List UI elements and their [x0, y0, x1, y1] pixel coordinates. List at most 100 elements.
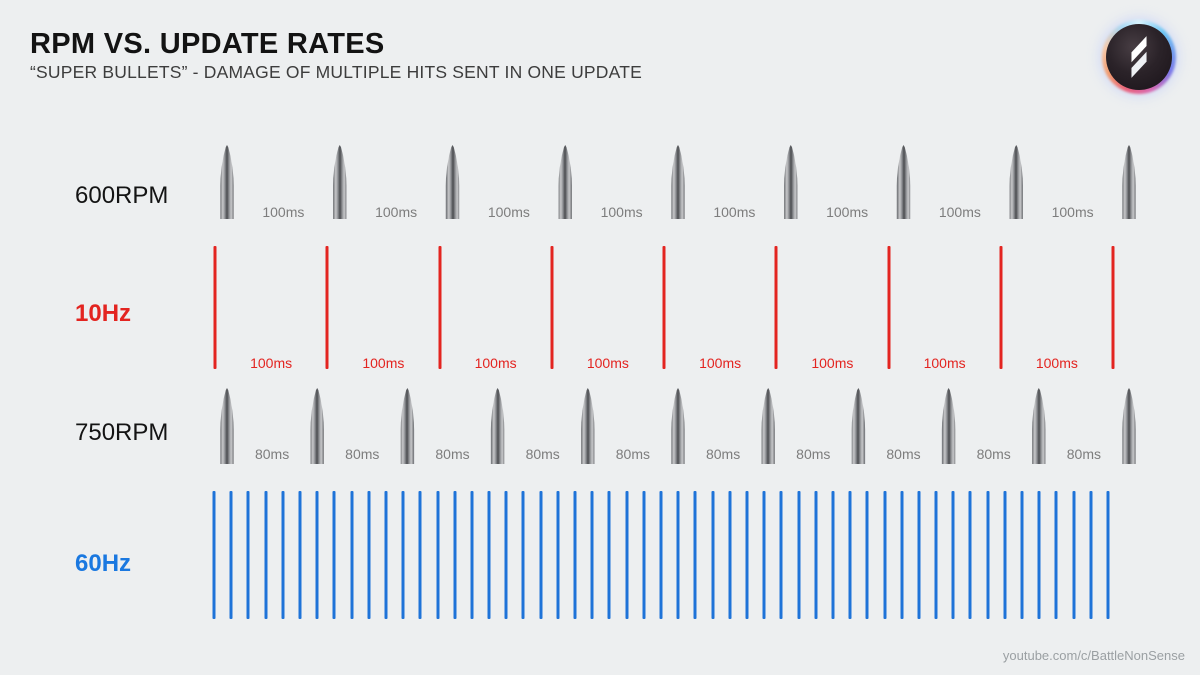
update-tick: [1003, 491, 1007, 619]
bullet-icon: [333, 145, 347, 219]
row-label-750rpm: 750RPM: [75, 419, 169, 446]
bullet-icon: [1122, 145, 1136, 219]
interval-label: 80ms: [615, 446, 651, 462]
bullet-icon: [1122, 388, 1136, 464]
bullet-icon: [671, 388, 685, 464]
bullet-icon: [851, 388, 866, 464]
update-tick: [550, 246, 554, 369]
bullet-icon: [1032, 388, 1046, 464]
update-tick: [774, 246, 778, 369]
update-tick: [573, 491, 577, 619]
bullet-icon: [581, 388, 595, 464]
update-tick: [213, 246, 217, 369]
update-tick: [831, 491, 835, 619]
bullet-icon: [445, 145, 460, 219]
update-tick: [797, 491, 801, 619]
update-tick: [1072, 491, 1076, 619]
interval-label: 100ms: [600, 204, 643, 220]
bullet-icon: [941, 388, 956, 464]
logo-s-bolt-icon: [1131, 36, 1147, 78]
update-tick: [745, 491, 749, 619]
update-tick: [539, 491, 543, 619]
update-tick: [865, 491, 869, 619]
update-tick: [642, 491, 646, 619]
update-tick: [315, 491, 319, 619]
interval-label: 100ms: [713, 204, 756, 220]
row-label-60hz: 60Hz: [75, 550, 132, 577]
update-tick: [728, 491, 732, 619]
update-tick: [779, 491, 783, 619]
update-tick: [590, 491, 594, 619]
interval-label: 80ms: [525, 446, 560, 462]
interval-label: 100ms: [1051, 204, 1094, 220]
update-tick: [229, 491, 233, 619]
update-tick: [814, 491, 818, 619]
update-tick: [986, 491, 990, 619]
interval-label: 100ms: [938, 204, 981, 220]
interval-label: 80ms: [886, 446, 921, 462]
update-tick: [848, 491, 852, 619]
update-tick: [999, 246, 1003, 369]
interval-label: 100ms: [250, 355, 293, 371]
update-tick: [332, 491, 336, 619]
update-tick: [676, 491, 680, 619]
update-tick: [521, 491, 525, 619]
row-label-600rpm: 600RPM: [75, 182, 169, 209]
channel-credit: youtube.com/c/BattleNonSense: [1002, 648, 1185, 663]
interval-label: 100ms: [487, 204, 530, 220]
update-tick: [917, 491, 921, 619]
interval-label: 100ms: [375, 204, 418, 220]
update-tick: [384, 491, 388, 619]
page-title: RPM VS. UPDATE RATES: [30, 28, 385, 60]
update-tick: [418, 491, 422, 619]
update-tick: [438, 246, 441, 369]
interval-label: 100ms: [923, 355, 966, 371]
interval-label: 100ms: [474, 355, 517, 371]
interval-label: 80ms: [1066, 446, 1102, 462]
interval-label: 100ms: [826, 204, 869, 220]
bullet-icon: [220, 388, 234, 464]
bullet-icon: [310, 388, 324, 464]
update-tick: [662, 246, 666, 369]
update-tick: [436, 491, 439, 619]
update-tick: [607, 491, 611, 619]
update-tick: [1111, 246, 1115, 369]
bullet-icon: [761, 388, 775, 464]
update-tick: [487, 491, 491, 619]
interval-label: 80ms: [705, 446, 741, 462]
update-tick: [625, 491, 629, 619]
update-tick: [1020, 491, 1024, 619]
bullet-icon: [896, 145, 911, 219]
update-tick: [401, 491, 405, 619]
update-tick: [470, 491, 474, 619]
interval-label: 80ms: [976, 446, 1011, 462]
logo-core: [1106, 24, 1172, 90]
update-tick: [762, 491, 766, 619]
bullet-icon: [400, 388, 415, 464]
update-tick: [883, 491, 886, 619]
update-tick: [711, 491, 715, 619]
update-tick: [246, 491, 250, 619]
update-tick: [350, 491, 354, 619]
update-tick: [212, 491, 216, 619]
update-tick: [281, 491, 285, 619]
interval-label: 100ms: [811, 355, 854, 371]
interval-label: 80ms: [254, 446, 290, 462]
bullet-icon: [220, 145, 234, 219]
update-tick: [659, 491, 663, 619]
update-tick: [1106, 491, 1110, 619]
update-tick: [693, 491, 697, 619]
interval-label: 100ms: [699, 355, 742, 371]
page-subtitle: “SUPER BULLETS” - DAMAGE OF MULTIPLE HIT…: [30, 62, 642, 82]
update-tick: [1037, 491, 1041, 619]
update-tick: [900, 491, 904, 619]
update-tick: [1054, 491, 1058, 619]
interval-label: 80ms: [796, 446, 831, 462]
update-tick: [453, 491, 457, 619]
row-label-10hz: 10Hz: [75, 300, 132, 327]
update-tick: [934, 491, 938, 619]
update-tick: [264, 491, 268, 619]
interval-label: 100ms: [586, 355, 629, 371]
bullet-icon: [1009, 145, 1023, 219]
